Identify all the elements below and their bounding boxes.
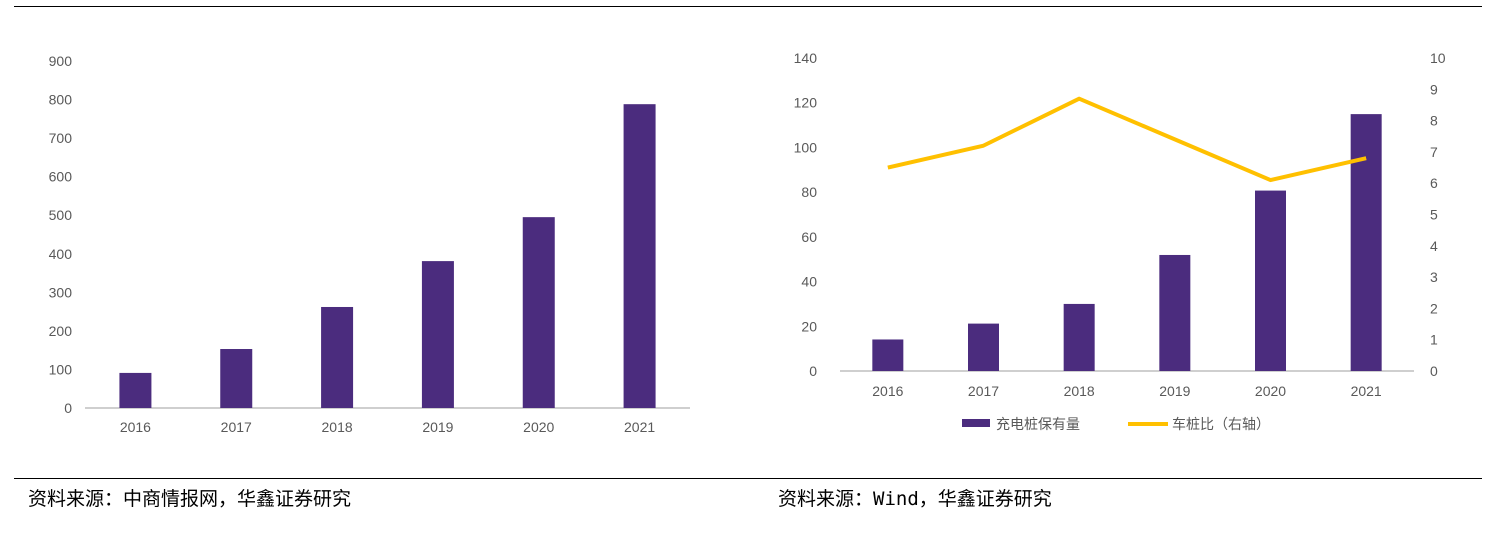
y-tick-label: 700 [49,130,73,146]
y2-tick-label: 0 [1430,363,1438,379]
y-tick-label: 400 [49,246,73,262]
bar [321,306,354,408]
legend-label: 充电桩保有量 [996,416,1080,432]
legend-swatch-bar [962,419,990,427]
y2-tick-label: 7 [1430,144,1438,160]
y2-tick-label: 10 [1430,50,1446,66]
source-left: 资料来源：中商情报网，华鑫证券研究 [28,488,352,510]
x-tick-label: 2019 [422,419,453,435]
y-tick-label: 0 [809,363,817,379]
y2-tick-label: 1 [1430,332,1438,348]
y-tick-label: 500 [49,207,73,223]
bar [623,104,656,408]
x-tick-label: 2021 [624,419,655,435]
source-right: 资料来源：Wind，华鑫证券研究 [778,488,1052,510]
y-tick-label: 800 [49,92,73,108]
y2-tick-label: 8 [1430,113,1438,129]
x-tick-label: 2020 [1255,383,1286,399]
x-tick-label: 2020 [523,419,554,435]
y-tick-label: 0 [64,400,72,416]
bar [872,339,904,371]
y2-tick-label: 4 [1430,238,1438,254]
bar [119,372,152,408]
x-tick-label: 2016 [120,419,151,435]
bar [1063,303,1095,371]
y-tick-label: 600 [49,169,73,185]
y-tick-label: 20 [801,318,817,334]
bar [1350,114,1382,372]
line-series [887,96,1367,183]
top-rule [14,6,1482,7]
x-tick-label: 2021 [1351,383,1382,399]
x-tick-label: 2017 [968,383,999,399]
y-tick-label: 100 [794,139,818,155]
bar [421,261,454,408]
y-tick-label: 140 [794,50,818,66]
x-tick-label: 2018 [1064,383,1095,399]
y-tick-label: 900 [49,53,73,69]
y-tick-label: 200 [49,323,73,339]
y-tick-label: 120 [794,95,818,111]
x-tick-label: 2017 [221,419,252,435]
y-tick-label: 100 [49,361,73,377]
legend-label: 车桩比（右轴） [1172,416,1270,432]
y-tick-label: 40 [801,274,817,290]
y2-tick-label: 5 [1430,207,1438,223]
x-tick-label: 2016 [872,383,903,399]
y-tick-label: 80 [801,184,817,200]
y2-tick-label: 6 [1430,175,1438,191]
x-tick-label: 2019 [1159,383,1190,399]
y2-tick-label: 9 [1430,81,1438,97]
bar [220,349,253,408]
y2-tick-label: 3 [1430,269,1438,285]
y-tick-label: 60 [801,229,817,245]
bar [968,323,999,371]
y2-tick-label: 2 [1430,300,1438,316]
x-tick-label: 2018 [322,419,353,435]
bar [522,217,555,408]
bottom-rule [14,478,1482,479]
bar [1255,190,1286,371]
y-tick-label: 300 [49,284,73,300]
bar [1159,254,1191,371]
